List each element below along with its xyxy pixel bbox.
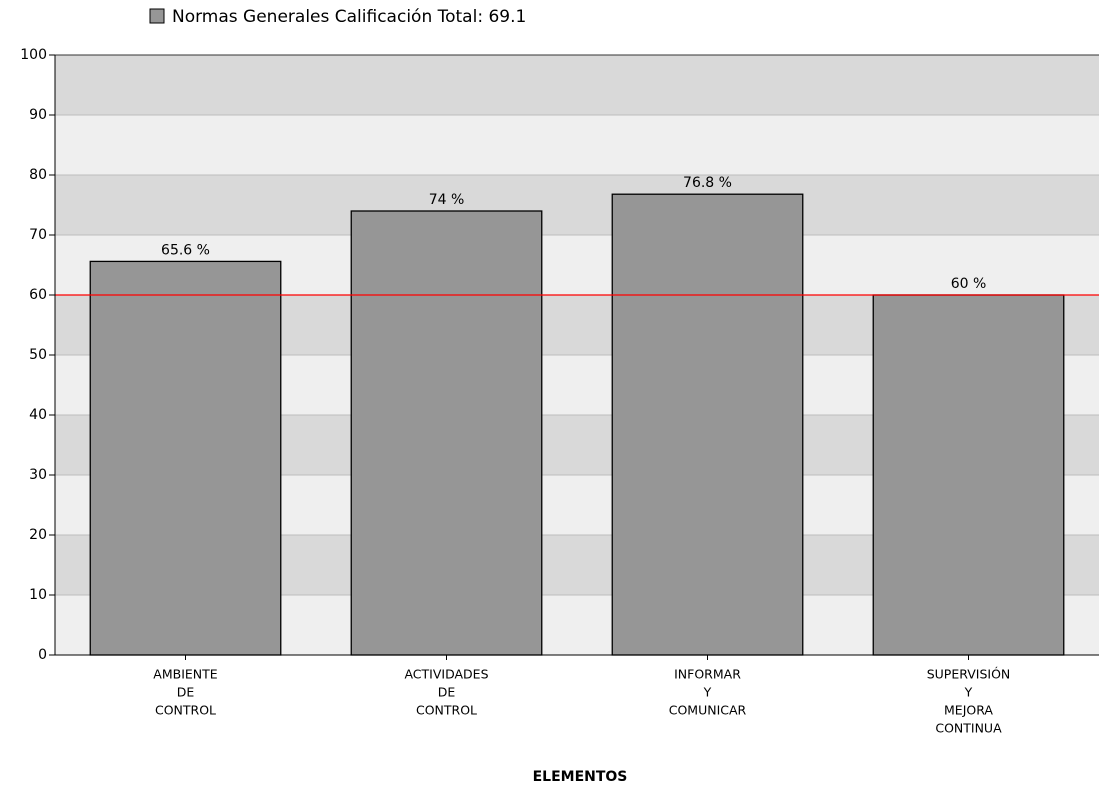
y-tick-label: 90 xyxy=(29,107,47,123)
y-tick-label: 20 xyxy=(29,527,47,543)
y-tick-label: 60 xyxy=(29,287,47,303)
y-tick-label: 80 xyxy=(29,167,47,183)
y-tick-label: 50 xyxy=(29,347,47,363)
x-tick-label: CONTINUA xyxy=(935,721,1002,736)
bar xyxy=(89,260,282,656)
value-label: 76.8 % xyxy=(683,175,732,191)
y-tick-label: 0 xyxy=(38,647,47,663)
x-tick-label: CONTROL xyxy=(416,703,477,718)
y-tick-label: 40 xyxy=(29,407,47,423)
x-tick-label: SUPERVISIÓN xyxy=(927,667,1011,682)
x-tick-label: MEJORA xyxy=(944,703,993,718)
legend-label: Normas Generales Calificación Total: 69.… xyxy=(172,7,526,27)
bar xyxy=(872,294,1065,656)
x-tick-label: CONTROL xyxy=(155,703,216,718)
x-tick-label: Y xyxy=(964,685,973,700)
y-tick-label: 30 xyxy=(29,467,47,483)
x-tick-label: Y xyxy=(703,685,712,700)
plot-band xyxy=(55,175,1099,235)
x-tick-label: INFORMAR xyxy=(674,667,741,682)
y-tick-label: 100 xyxy=(20,47,47,63)
value-label: 65.6 % xyxy=(161,242,210,258)
y-tick-label: 10 xyxy=(29,587,47,603)
plot-band xyxy=(55,115,1099,175)
bar xyxy=(350,210,543,656)
x-tick-label: AMBIENTE xyxy=(153,667,217,682)
legend-swatch xyxy=(149,8,165,24)
value-label: 60 % xyxy=(951,276,987,292)
x-tick-label: DE xyxy=(438,685,456,700)
x-tick-label: DE xyxy=(177,685,195,700)
x-tick-label: ACTIVIDADES xyxy=(404,667,488,682)
y-tick-label: 70 xyxy=(29,227,47,243)
x-axis-title: ELEMENTOS xyxy=(533,769,628,785)
x-tick-label: COMUNICAR xyxy=(669,703,747,718)
bar xyxy=(611,193,804,656)
plot-band xyxy=(55,55,1099,115)
value-label: 74 % xyxy=(429,192,465,208)
